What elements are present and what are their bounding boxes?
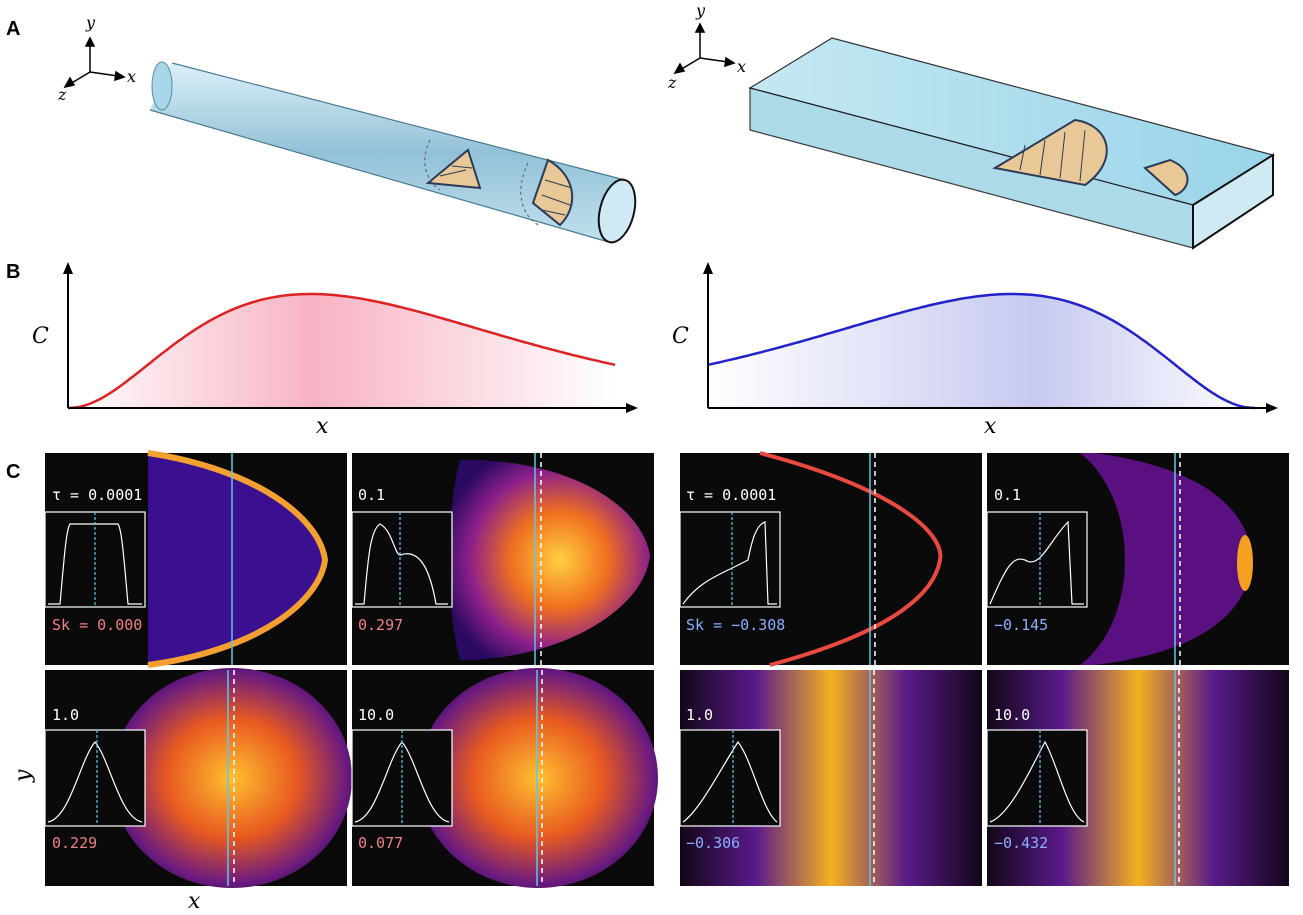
pipe-tau-4: 10.0	[358, 706, 394, 724]
heatmap-grid	[45, 450, 1289, 888]
axis-z-label: z	[57, 85, 67, 104]
curve-fill-red	[68, 294, 615, 408]
pipe-tau-3: 1.0	[52, 706, 79, 724]
curve-fill-blue	[708, 294, 1255, 408]
channel-sk-4: −0.432	[994, 834, 1048, 852]
axis-x-label-right: x	[737, 57, 746, 76]
b-left-xlabel: x	[316, 414, 329, 439]
channel-sk-1: Sk = −0.308	[686, 616, 785, 634]
channel-tau-2: 0.1	[994, 486, 1021, 504]
channel-sk-2: −0.145	[994, 616, 1048, 634]
curve-blue	[707, 292, 1256, 410]
pipe-tau-1: τ = 0.0001	[52, 486, 142, 504]
panel-label-a: A	[6, 18, 20, 40]
axis-triad-left	[63, 36, 126, 89]
pipe-sk-1: Sk = 0.000	[52, 616, 142, 634]
pipe-sk-3: 0.229	[52, 834, 97, 852]
pipe-sk-4: 0.077	[358, 834, 403, 852]
chart-b-left	[63, 262, 638, 413]
channel-tau-3: 1.0	[686, 706, 713, 724]
c-ylabel: y	[11, 769, 36, 783]
panel-label-b: B	[6, 261, 20, 283]
axis-y-label: y	[85, 13, 96, 32]
axis-triad-right	[673, 22, 736, 75]
axis-z-label-right: z	[667, 73, 677, 92]
chart-b-right	[703, 262, 1278, 413]
panel-label-c: C	[6, 461, 20, 483]
curve-red	[67, 292, 616, 410]
pipe-sk-2: 0.297	[358, 616, 403, 634]
insets	[44, 511, 1088, 827]
axis-y-label-right: y	[695, 1, 706, 20]
pipe-illustration	[149, 61, 637, 244]
channel-illustration	[748, 37, 1275, 250]
heatmap-pipe-t4	[352, 668, 658, 888]
b-right-xlabel: x	[984, 414, 997, 439]
axis-x-label: x	[127, 67, 136, 86]
b-right-ylabel: C	[672, 324, 689, 349]
channel-tau-4: 10.0	[994, 706, 1030, 724]
channel-tau-1: τ = 0.0001	[686, 486, 776, 504]
b-left-ylabel: C	[32, 324, 49, 349]
c-xlabel: x	[188, 889, 201, 914]
channel-sk-3: −0.306	[686, 834, 740, 852]
pipe-tau-2: 0.1	[358, 486, 385, 504]
